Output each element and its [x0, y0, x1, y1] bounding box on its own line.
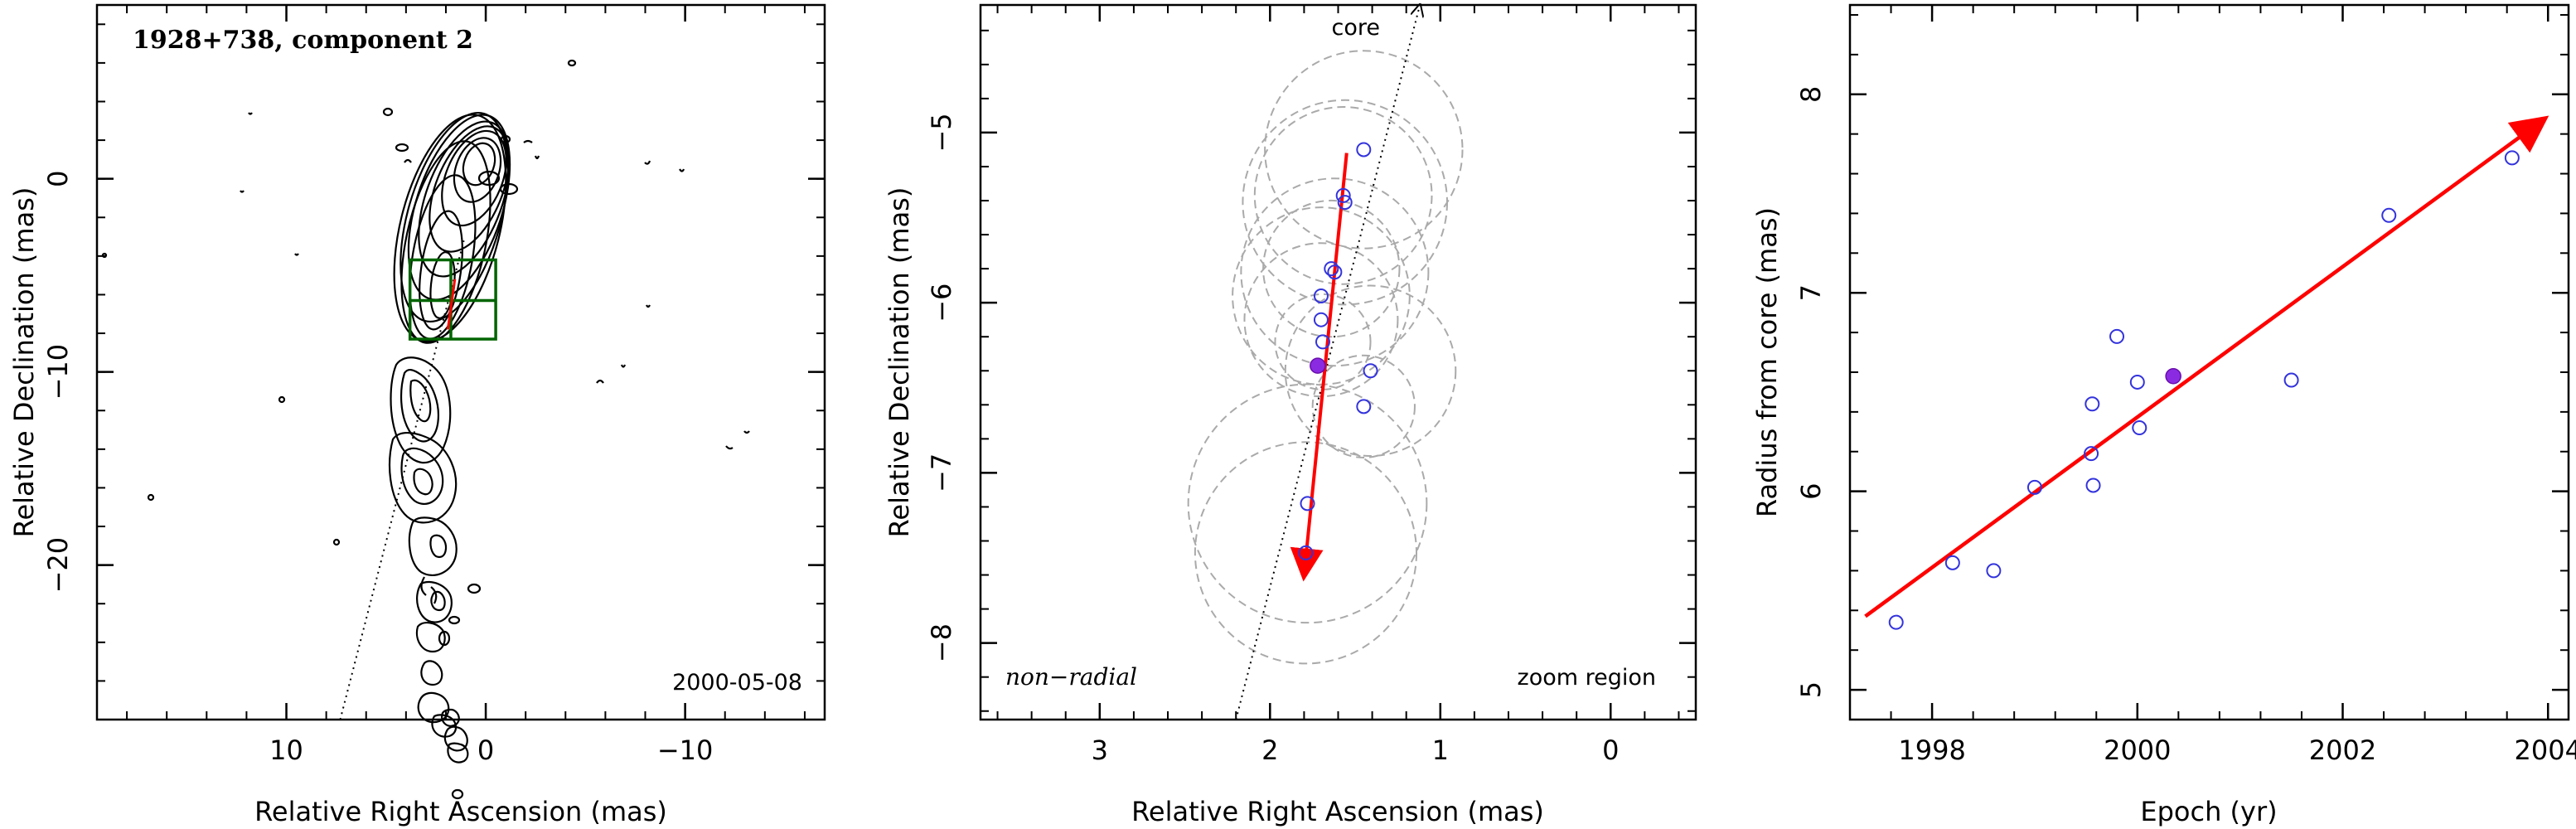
data-point: [2085, 478, 2101, 493]
data-point: [1298, 545, 1314, 560]
x-tick-label: 0: [1602, 734, 1619, 766]
data-point: [1356, 142, 1372, 158]
data-point: [1888, 614, 1904, 630]
x-ticks: 3 2 1 0: [996, 5, 1680, 766]
panel-radius-epoch: 1998 2000 2002 2004 5 6 7 8 Epoch (yr) Radius …: [1751, 3, 2576, 827]
data-point: [1363, 363, 1378, 379]
data-point: [1315, 334, 1331, 350]
data-point: [1313, 312, 1329, 327]
y-ticks: 5 6 7 8: [1795, 13, 2569, 698]
x-ticks: 10 0 −10: [126, 5, 806, 766]
data-point: [2129, 374, 2145, 390]
data-point: [2109, 328, 2125, 344]
beam-circle: [1232, 206, 1411, 385]
motion-type-label: non−radial: [1005, 663, 1137, 691]
y-tick-label: −8: [926, 623, 957, 662]
panel-contour-map: 10 0 −10 0 −10 −20 1928+738, component 2 200…: [8, 3, 826, 827]
contour-plot: [101, 59, 750, 800]
x-tick-label: 2002: [2309, 734, 2376, 766]
component-vector: [446, 279, 457, 330]
y-tick-label: 7: [1795, 284, 1827, 301]
plot-frame: [1848, 3, 2570, 721]
plot-title: 1928+738, component 2: [133, 26, 473, 55]
x-axis-label: Relative Right Ascension (mas): [254, 796, 667, 827]
y-tick-label: 8: [1795, 86, 1827, 103]
data-point: [1356, 399, 1372, 414]
core-direction-line: [339, 240, 465, 720]
highlight-point: [1310, 357, 1326, 374]
y-axis-label: Relative Declination (mas): [884, 187, 915, 538]
y-tick-label: −6: [926, 284, 957, 322]
beam-circle: [1274, 293, 1372, 390]
data-point: [1327, 264, 1343, 280]
data-point: [1337, 195, 1353, 211]
x-tick-label: 2: [1261, 734, 1278, 766]
fit-line: [1864, 115, 2549, 618]
data-point: [1324, 261, 1339, 277]
x-axis-label: Epoch (yr): [2140, 796, 2277, 827]
beam-circle: [1253, 106, 1433, 285]
x-axis-label: Relative Right Ascension (mas): [1131, 796, 1544, 827]
y-tick-label: −5: [926, 113, 957, 152]
zoom-region-label: zoom region: [1518, 665, 1656, 691]
highlight-point: [2165, 368, 2181, 385]
data-point: [2504, 150, 2520, 166]
x-tick-label: 2000: [2104, 734, 2171, 766]
x-tick-label: 2004: [2515, 734, 2576, 766]
data-point: [1335, 187, 1351, 203]
x-tick-label: 10: [269, 734, 303, 766]
data-point: [2381, 207, 2397, 223]
plot-frame: [95, 3, 826, 721]
x-tick-label: −10: [657, 734, 714, 766]
x-ticks: 1998 2000 2002 2004: [1849, 5, 2576, 766]
y-tick-label: −20: [42, 537, 74, 594]
y-axis-label: Relative Declination (mas): [8, 187, 40, 538]
y-tick-label: 0: [42, 170, 74, 187]
x-tick-label: 1: [1432, 734, 1449, 766]
data-point: [2283, 372, 2299, 388]
data-points: [1888, 150, 2520, 630]
radio-contours: [101, 59, 750, 800]
y-tick-label: 5: [1795, 681, 1827, 698]
x-tick-label: 3: [1092, 734, 1108, 766]
data-point: [2084, 446, 2099, 462]
data-point: [2026, 479, 2042, 495]
data-point: [1313, 288, 1329, 303]
beam-circles: [1187, 50, 1464, 665]
beam-circle: [1311, 354, 1416, 459]
y-ticks: 0 −10 −20: [42, 23, 825, 720]
beam-circle: [1194, 441, 1418, 665]
y-axis-label: Radius from core (mas): [1751, 207, 1783, 517]
data-point: [2085, 396, 2100, 412]
data-point: [1986, 563, 2002, 579]
x-tick-label: 0: [477, 734, 494, 766]
y-tick-label: 6: [1795, 482, 1827, 499]
y-ticks: −5 −6 −7 −8: [926, 29, 1696, 712]
beam-circle: [1240, 177, 1430, 367]
epoch-label: 2000-05-08: [672, 670, 802, 696]
x-tick-label: 1998: [1898, 734, 1965, 766]
beam-circle: [1284, 284, 1457, 457]
core-label: core: [1332, 15, 1380, 41]
beam-circle: [1242, 99, 1449, 306]
data-points: [1298, 142, 1378, 560]
core-direction-line: [1235, 5, 1420, 720]
data-point: [1300, 496, 1315, 511]
beam-circle: [1243, 242, 1399, 398]
y-tick-label: −10: [42, 344, 74, 400]
data-point: [2132, 420, 2147, 436]
y-tick-label: −7: [926, 453, 957, 492]
beam-circle: [1264, 50, 1464, 250]
beam-circle: [1187, 383, 1428, 624]
data-point: [1944, 555, 1960, 570]
panel-zoom: 3 2 1 0 −5 −6 −7 −8 core non−radial zoom regio…: [884, 5, 1697, 827]
